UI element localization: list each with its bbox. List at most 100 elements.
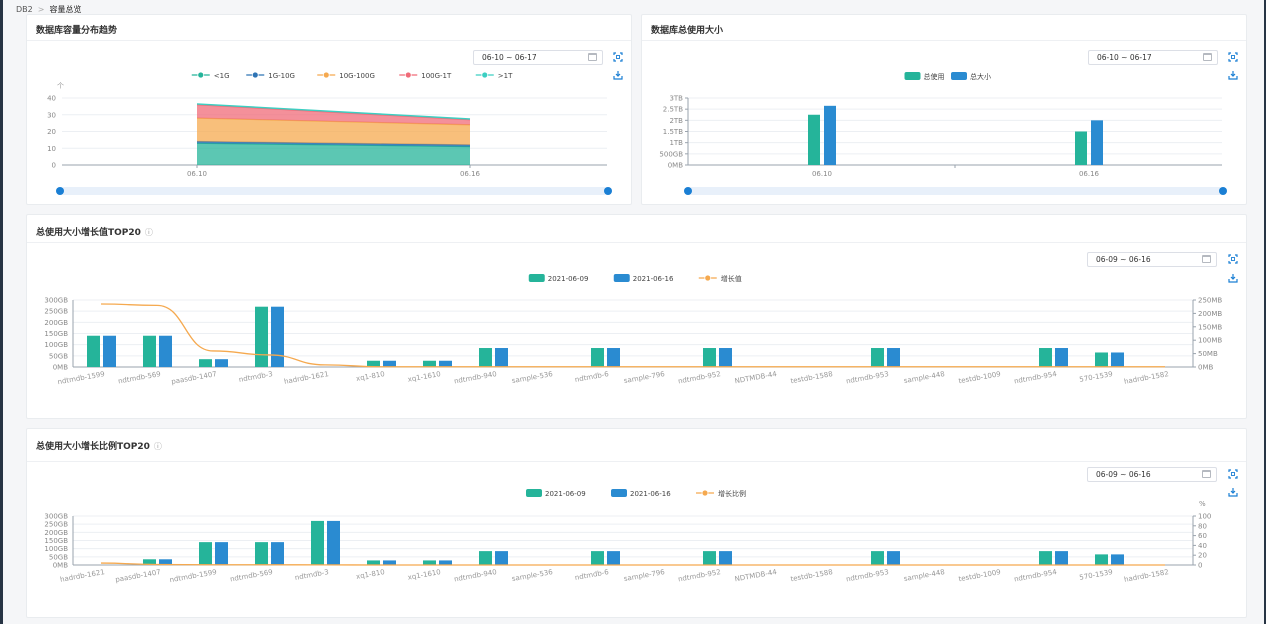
y-tick-label: 30 xyxy=(47,111,56,119)
x-tick-label: hadrdb-1582 xyxy=(1123,568,1169,584)
bar xyxy=(591,551,604,565)
info-icon[interactable]: ⓘ xyxy=(144,228,153,237)
x-tick-label: testdb-1009 xyxy=(958,568,1001,583)
download-icon[interactable] xyxy=(613,70,623,80)
bar xyxy=(495,348,508,367)
y-tick-label-right: 100 xyxy=(1198,513,1211,521)
bar xyxy=(887,348,900,367)
x-tick-label: ndtmdb-3 xyxy=(238,370,273,384)
bar xyxy=(383,360,396,367)
legend-label: 总大小 xyxy=(970,72,991,81)
total-date-picker[interactable]: 06-10 ~ 06-17 xyxy=(1088,50,1218,65)
growth-value-date-range: 06-09 ~ 06-16 xyxy=(1096,255,1151,264)
x-tick-label: ndtmdb-952 xyxy=(677,568,721,583)
x-tick-label: NDTMDB-44 xyxy=(734,370,778,385)
legend-marker xyxy=(481,71,489,79)
x-tick-label: sample-448 xyxy=(903,370,945,385)
trend-card: 数据库容量分布趋势 06-10 ~ 06-17 <1G 1G-10G 10G-100… xyxy=(26,14,632,205)
legend-swatch xyxy=(613,274,630,282)
info-icon[interactable]: ⓘ xyxy=(153,442,162,451)
left-edge-bar xyxy=(0,0,3,624)
y-tick-label-right: 20 xyxy=(1198,552,1207,560)
bar xyxy=(423,560,436,565)
fullscreen-icon[interactable] xyxy=(613,52,623,62)
trend-chart: <1G 1G-10G 10G-100G 100G-1T >1T 个40 30 20 10 0 06.… xyxy=(47,71,612,195)
x-tick-label: paasdb-1407 xyxy=(115,568,162,584)
y-tick-label: 300GB xyxy=(44,513,68,521)
x-tick-label: testdb-1588 xyxy=(790,568,833,583)
fullscreen-icon[interactable] xyxy=(1228,469,1238,479)
growth-ratio-title-text: 总使用大小增长比例TOP20 xyxy=(36,442,150,452)
y-tick-label: 2.5TB xyxy=(663,106,683,114)
y-tick-label: 100GB xyxy=(44,341,68,349)
fullscreen-icon[interactable] xyxy=(1228,254,1238,264)
right-axis-unit: % xyxy=(1199,500,1206,508)
divider xyxy=(27,40,631,41)
chevron-right-icon: > xyxy=(37,5,45,14)
growth-ratio-date-picker[interactable]: 06-09 ~ 06-16 xyxy=(1087,467,1217,482)
y-tick-label: 0MB xyxy=(668,162,683,170)
legend-label: 增长值 xyxy=(721,274,742,283)
x-tick-label: hadrdb-1582 xyxy=(1123,370,1169,386)
x-tick-label: 06.16 xyxy=(460,170,481,178)
bar xyxy=(591,348,604,367)
x-tick-label: ndtmdb-569 xyxy=(229,568,273,583)
x-tick-label: hadrdb-1621 xyxy=(59,568,105,584)
calendar-icon xyxy=(1202,470,1211,478)
growth-value-date-picker[interactable]: 06-09 ~ 06-16 xyxy=(1087,252,1217,267)
fullscreen-icon[interactable] xyxy=(1228,52,1238,62)
legend-label: 2021-06-16 xyxy=(633,275,674,283)
legend-label: 2021-06-09 xyxy=(548,275,589,283)
bar xyxy=(383,560,396,565)
calendar-icon xyxy=(1202,255,1211,263)
growth-value-chart: 2021-06-09 2021-06-16 增长值 300GB 250GB 200GB 15… xyxy=(44,274,1222,386)
total-date-range: 06-10 ~ 06-17 xyxy=(1097,53,1152,62)
area-series-3 xyxy=(197,104,470,125)
y-tick-label-right: 200MB xyxy=(1198,310,1222,318)
bar xyxy=(1039,551,1052,565)
bar xyxy=(311,520,324,565)
bar xyxy=(607,551,620,565)
x-tick-label: sample-536 xyxy=(511,568,554,583)
legend-label: 2021-06-16 xyxy=(630,490,671,498)
bar xyxy=(887,551,900,565)
y-tick-label: 50GB xyxy=(49,352,68,360)
zoom-slider-handle xyxy=(56,187,64,195)
legend-swatch xyxy=(526,489,542,497)
y-tick-label: 150GB xyxy=(44,330,68,338)
total-chart: 总使用 总大小 3TB 2.5TB 2TB 1.5TB 1TB 500GB 0MB 06.10 06… xyxy=(659,72,1227,195)
download-icon[interactable] xyxy=(1228,273,1238,283)
x-tick-label: ndtmdb-569 xyxy=(117,370,161,385)
y-tick-label: 100GB xyxy=(44,545,68,553)
x-tick-label: sample-536 xyxy=(511,370,554,385)
trend-date-picker[interactable]: 06-10 ~ 06-17 xyxy=(473,50,603,65)
download-icon[interactable] xyxy=(1228,70,1238,80)
bar xyxy=(703,348,716,367)
x-tick-label: xq1-1610 xyxy=(407,370,441,384)
legend-marker xyxy=(404,71,412,79)
bar xyxy=(367,560,380,565)
x-tick-label: ndtmdb-1599 xyxy=(169,568,217,584)
bar xyxy=(423,360,436,367)
y-tick-label-right: 80 xyxy=(1198,522,1207,530)
legend-label: 1G-10G xyxy=(268,72,295,80)
bar xyxy=(871,551,884,565)
y-tick-label-right: 50MB xyxy=(1198,350,1218,358)
bar xyxy=(1095,352,1108,367)
x-tick-label: ndtmdb-954 xyxy=(1013,370,1057,385)
breadcrumb-root[interactable]: DB2 xyxy=(16,5,33,14)
download-icon[interactable] xyxy=(1228,487,1238,497)
y-tick-label: 1TB xyxy=(669,139,683,147)
x-tick-label: sample-796 xyxy=(623,568,666,583)
x-tick-label: NDTMDB-44 xyxy=(734,568,778,583)
area-line-4 xyxy=(196,103,471,120)
y-tick-label: 20 xyxy=(47,128,56,136)
x-tick-label: hadrdb-1621 xyxy=(283,370,329,386)
x-tick-label: xq1-810 xyxy=(355,568,385,581)
y-tick-label: 250GB xyxy=(44,521,68,529)
line-series xyxy=(100,562,1165,566)
bar xyxy=(103,335,116,367)
bar xyxy=(1091,120,1103,165)
bar xyxy=(143,335,156,367)
y-tick-label: 40 xyxy=(47,95,56,103)
